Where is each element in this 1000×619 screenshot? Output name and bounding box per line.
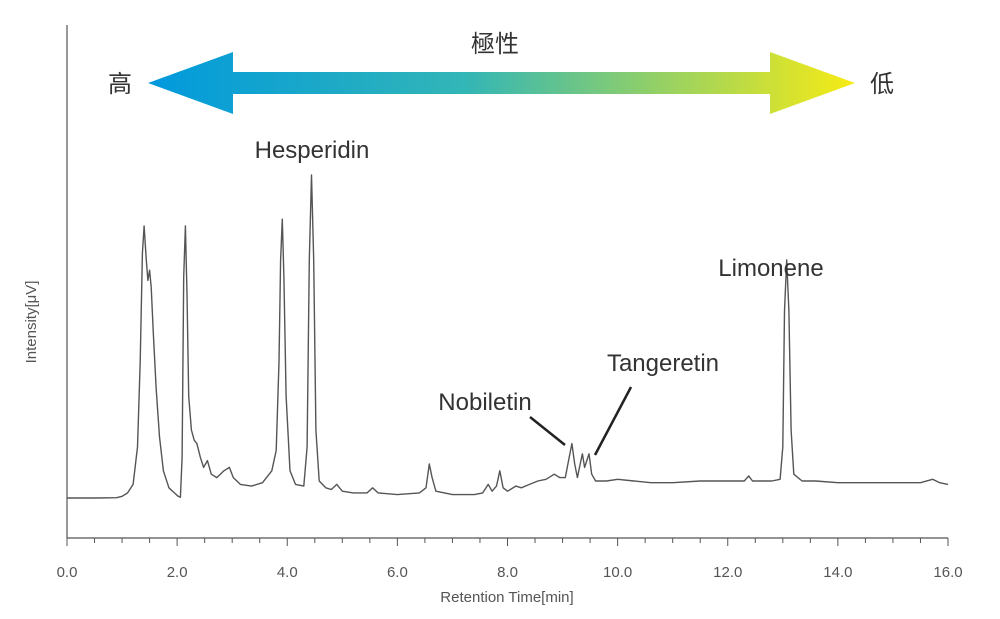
x-tick-label: 0.0 (57, 564, 78, 581)
x-axis-title: Retention Time[min] (440, 589, 573, 606)
x-axis-ticks (66, 538, 949, 546)
tangeretin-leader-line (593, 386, 633, 456)
y-axis-title: Intensity[μV] (23, 281, 40, 364)
polarity-gradient-arrow (148, 52, 855, 114)
x-tick-label: 14.0 (823, 564, 852, 581)
x-tick-label: 12.0 (713, 564, 742, 581)
annotation-hesperidin: Hesperidin (255, 137, 370, 164)
x-tick-label: 10.0 (603, 564, 632, 581)
annotation-limonene: Limonene (718, 255, 823, 282)
chromatogram-line (67, 174, 949, 499)
polarity-high-label: 高 (108, 71, 132, 98)
peak-annotations: Hesperidin Nobiletin Tangeretin Limonene (255, 137, 824, 456)
x-tick-label: 4.0 (277, 564, 298, 581)
polarity-arrow: 極性 高 低 (108, 31, 894, 114)
x-tick-label: 2.0 (167, 564, 188, 581)
x-tick-label: 8.0 (497, 564, 518, 581)
polarity-low-label: 低 (870, 71, 894, 98)
x-tick-label: 6.0 (387, 564, 408, 581)
annotation-tangeretin: Tangeretin (607, 350, 719, 377)
annotation-nobiletin: Nobiletin (438, 389, 531, 416)
x-tick-label: 16.0 (933, 564, 962, 581)
nobiletin-leader-line (529, 416, 566, 446)
polarity-title: 極性 (471, 31, 519, 58)
x-axis-tick-labels: 0.0 2.0 4.0 6.0 8.0 10.0 12.0 14.0 16.0 (57, 564, 963, 581)
